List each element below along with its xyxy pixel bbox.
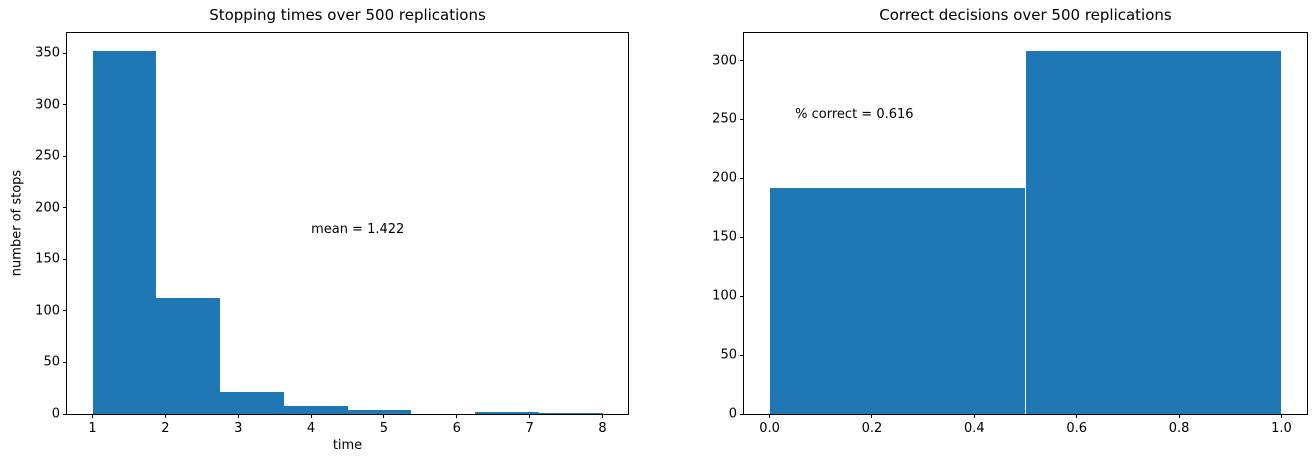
y-tick-label: 300 — [35, 97, 60, 113]
y-tick-mark — [63, 207, 67, 209]
chart-title: Correct decisions over 500 replications — [879, 6, 1172, 24]
mean-annotation: mean = 1.422 — [311, 221, 405, 237]
y-tick-label: 50 — [720, 347, 737, 363]
x-tick-mark — [310, 414, 312, 418]
x-tick-mark — [973, 414, 975, 418]
x-axis-label: time — [332, 438, 363, 453]
histogram-bar — [475, 411, 539, 414]
y-tick-mark — [63, 52, 67, 54]
y-tick-label: 200 — [35, 200, 60, 216]
histogram-bar — [220, 392, 284, 414]
x-tick-label: 1 — [88, 421, 97, 436]
histogram-bar — [538, 412, 603, 414]
x-tick-mark — [164, 414, 166, 418]
histogram-bar — [92, 51, 157, 414]
y-tick-label: 250 — [712, 111, 737, 127]
x-tick-label: 2 — [161, 421, 170, 436]
histogram-bar — [769, 187, 1026, 414]
x-tick-label: 5 — [379, 421, 389, 436]
x-tick-label: 0.0 — [759, 421, 780, 436]
plot-area: mean = 1.422 1 2 3 4 5 6 7 8 0 50 100 150 200 250 300 3… — [35, 32, 629, 435]
x-tick-mark — [602, 414, 603, 418]
y-tick-mark — [63, 310, 67, 312]
y-tick-mark — [740, 413, 744, 415]
x-tick-label: 0.6 — [1066, 421, 1088, 436]
y-tick-label: 100 — [712, 288, 737, 304]
x-tick-mark — [871, 414, 873, 418]
y-tick-mark — [740, 60, 744, 62]
y-tick-label: 100 — [35, 303, 60, 319]
y-tick-label: 50 — [43, 354, 60, 370]
y-tick-label: 350 — [35, 45, 60, 61]
x-tick-mark — [383, 414, 385, 418]
y-tick-label: 0 — [51, 406, 60, 422]
y-tick-mark — [740, 354, 744, 356]
plot-area: % correct = 0.616 0.0 0.2 0.4 0.6 0.8 1.0 0 50 1… — [712, 32, 1308, 435]
y-tick-mark — [740, 118, 744, 120]
y-tick-mark — [63, 258, 67, 260]
x-tick-mark — [237, 414, 239, 418]
x-tick-mark — [1178, 414, 1180, 418]
y-tick-mark — [740, 236, 744, 238]
y-tick-label: 300 — [712, 53, 737, 69]
x-tick-label: 0.4 — [963, 421, 985, 436]
y-tick-mark — [740, 295, 744, 297]
y-tick-mark — [740, 177, 744, 179]
y-tick-label: 150 — [712, 229, 737, 245]
y-tick-label: 200 — [712, 170, 737, 186]
y-tick-mark — [63, 104, 67, 106]
histogram-bar — [156, 297, 220, 414]
x-tick-label: 1.0 — [1271, 421, 1292, 436]
x-tick-mark — [92, 414, 93, 418]
x-tick-mark — [1280, 414, 1282, 418]
x-tick-label: 4 — [306, 421, 316, 436]
x-tick-label: 0.2 — [861, 421, 883, 436]
y-tick-label: 250 — [35, 148, 60, 164]
y-tick-mark — [63, 413, 67, 415]
x-tick-mark — [456, 414, 458, 418]
x-tick-label: 6 — [452, 421, 461, 436]
chart-title: Stopping times over 500 replications — [209, 6, 486, 24]
x-tick-label: 8 — [598, 421, 607, 436]
y-tick-label: 150 — [35, 251, 60, 267]
y-tick-mark — [63, 361, 67, 363]
histogram-bar — [1025, 51, 1282, 414]
x-tick-mark — [1076, 414, 1078, 418]
histogram-bar — [347, 409, 412, 414]
y-tick-label: 0 — [728, 406, 737, 422]
x-tick-label: 0.8 — [1168, 421, 1190, 436]
y-tick-mark — [63, 155, 67, 157]
x-tick-label: 3 — [234, 421, 243, 436]
x-tick-mark — [529, 414, 531, 418]
x-tick-mark — [769, 414, 771, 418]
percent-correct-annotation: % correct = 0.616 — [795, 107, 914, 123]
x-tick-label: 7 — [525, 421, 534, 436]
histogram-bar — [283, 405, 348, 414]
